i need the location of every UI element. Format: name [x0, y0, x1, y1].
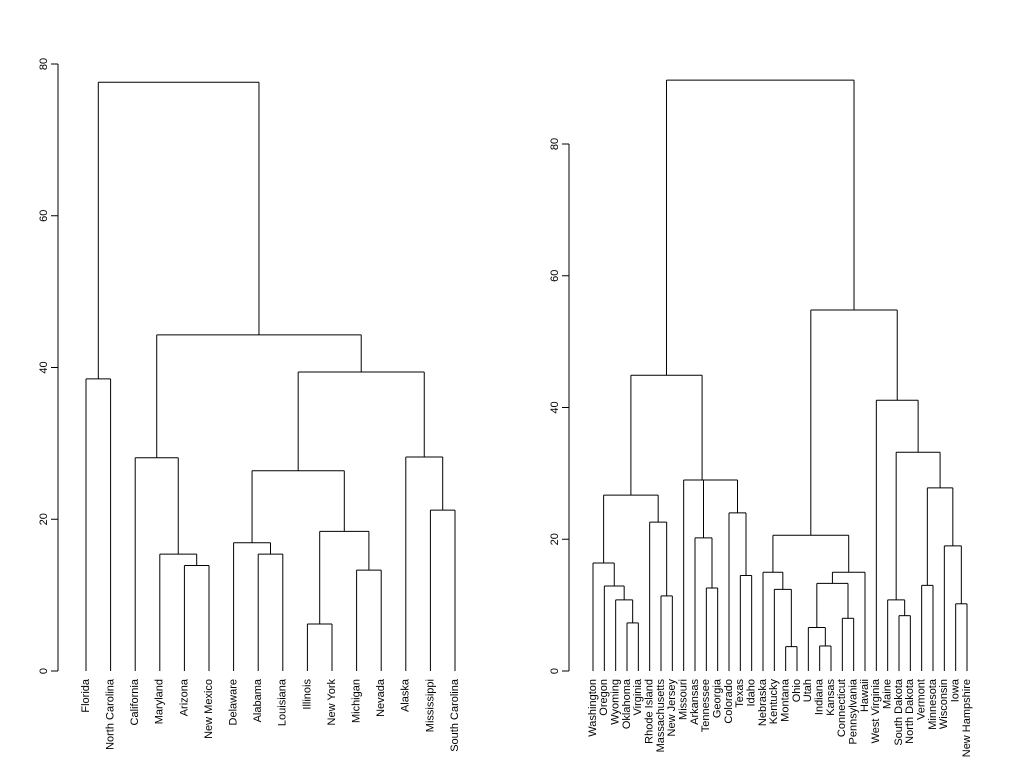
leaf-label: New Mexico [203, 679, 215, 739]
leaf-label: Connecticut [836, 679, 848, 737]
leaf-label: Oregon [598, 679, 610, 716]
y-tick-label: 20 [549, 533, 561, 545]
leaf-label: Indiana [814, 678, 826, 715]
y-tick-label: 60 [549, 270, 561, 282]
y-tick-label: 20 [38, 513, 50, 525]
leaf-label: Wyoming [610, 679, 622, 725]
leaf-label: Georgia [712, 678, 724, 718]
left-dendrogram-plot: 0 20 40 60 80 Florida North Carolina California… [38, 58, 461, 752]
leaf-label: North Dakota [904, 678, 916, 744]
leaf-label: Montana [780, 678, 792, 722]
leaf-label: Iowa [950, 678, 962, 702]
leaf-label: West Virginia [870, 678, 882, 743]
y-tick-label: 60 [38, 210, 50, 222]
leaf-label: Missouri [678, 679, 690, 720]
leaf-label: Arizona [178, 678, 190, 716]
leaf-label: Maine [882, 679, 894, 709]
y-tick-label: 0 [549, 668, 561, 674]
leaf-label: Ohio [791, 679, 803, 702]
leaf-label: New York [326, 679, 338, 726]
leaf-label: Alabama [252, 678, 264, 722]
y-tick-label: 40 [549, 401, 561, 413]
leaf-label: Nevada [375, 678, 387, 717]
leaf-label: Texas [734, 679, 746, 708]
leaf-label: Pennsylvania [848, 678, 860, 744]
leaf-label: Idaho [746, 679, 758, 707]
leaf-label: Wisconsin [938, 679, 950, 729]
leaf-label: Maryland [154, 679, 166, 724]
leaf-label: Virginia [632, 678, 644, 715]
leaf-label: Delaware [228, 679, 240, 725]
leaf-label: Vermont [916, 679, 928, 720]
leaf-label: New Hampshire [961, 679, 973, 757]
leaf-label: Nebraska [757, 678, 769, 726]
leaf-label: Oklahoma [621, 678, 633, 729]
leaf-label: Massachusetts [655, 679, 667, 753]
leaf-label: Arkansas [689, 679, 701, 725]
right-dendrogram-plot: 0 20 40 60 80 Washington Oregon Wyoming Oklahoma… [549, 79, 973, 757]
leaf-label: Minnesota [927, 678, 939, 730]
y-tick-label: 40 [38, 361, 50, 373]
leaf-label: Louisiana [277, 678, 289, 726]
leaf-label: Illinois [301, 679, 313, 710]
leaf-label: Kentucky [768, 679, 780, 725]
leaf-label: Florida [80, 678, 92, 713]
leaf-label: Rhode Island [644, 679, 656, 744]
leaf-label: Alaska [400, 678, 412, 712]
leaf-label: Hawaii [859, 679, 871, 712]
leaf-label: Kansas [825, 679, 837, 716]
leaf-label: Utah [802, 679, 814, 702]
leaf-label: California [129, 678, 141, 725]
leaf-label: Washington [587, 679, 599, 737]
leaf-label: North Carolina [105, 678, 117, 750]
leaf-label: Colorado [723, 679, 735, 724]
leaf-label: Tennessee [700, 679, 712, 732]
leaf-label: South Dakota [893, 678, 905, 746]
leaf-label: New Jersey [666, 679, 678, 737]
y-tick-label: 0 [38, 668, 50, 674]
leaf-label: South Carolina [449, 678, 461, 752]
y-tick-label: 80 [38, 58, 50, 70]
leaf-label: Mississippi [424, 679, 436, 732]
leaf-label: Michigan [351, 679, 363, 723]
y-tick-label: 80 [549, 138, 561, 150]
